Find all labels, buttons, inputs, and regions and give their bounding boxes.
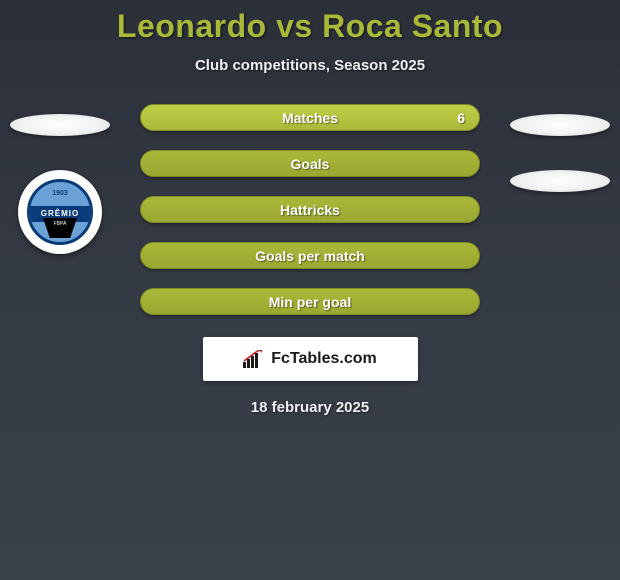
stat-bar-goals: Goals <box>140 150 480 177</box>
stat-bar-matches: Matches 6 <box>140 104 480 131</box>
attribution-text: FcTables.com <box>271 350 377 368</box>
stat-label: Hattricks <box>280 202 340 218</box>
right-club-placeholder <box>510 170 610 192</box>
stat-label: Goals per match <box>255 248 365 264</box>
bar-chart-icon <box>243 350 265 368</box>
right-player-column <box>505 114 615 192</box>
right-player-placeholder <box>510 114 610 136</box>
stat-bar-min-per-goal: Min per goal <box>140 288 480 315</box>
stat-bar-goals-per-match: Goals per match <box>140 242 480 269</box>
page-subtitle: Club competitions, Season 2025 <box>0 57 620 74</box>
stat-label: Matches <box>282 110 338 126</box>
stat-label: Goals <box>291 156 330 172</box>
snapshot-date: 18 february 2025 <box>0 399 620 416</box>
stat-value: 6 <box>457 110 465 126</box>
comparison-panel: 1903 GRÊMIO FBPA Matches 6 Goals Hattric… <box>0 104 620 416</box>
stat-bar-hattricks: Hattricks <box>140 196 480 223</box>
crest-bottom-badge: FBPA <box>43 218 77 238</box>
crest-shield-icon: 1903 GRÊMIO FBPA <box>27 179 93 245</box>
crest-year: 1903 <box>52 190 68 197</box>
stat-label: Min per goal <box>269 294 351 310</box>
left-club-crest: 1903 GRÊMIO FBPA <box>18 170 102 254</box>
page-title: Leonardo vs Roca Santo <box>0 0 620 45</box>
left-player-column: 1903 GRÊMIO FBPA <box>5 114 115 254</box>
left-player-placeholder <box>10 114 110 136</box>
crest-sub: FBPA <box>43 218 77 230</box>
attribution-logo: FcTables.com <box>203 337 418 381</box>
stat-bars: Matches 6 Goals Hattricks Goals per matc… <box>140 104 480 315</box>
